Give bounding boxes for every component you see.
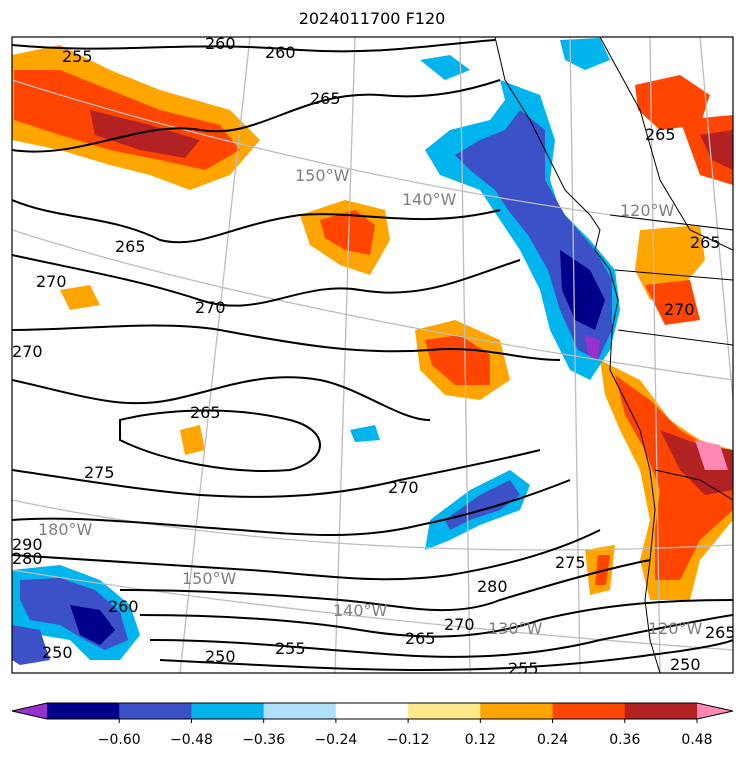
contour-label: 250	[670, 655, 701, 674]
colorbar-extend-high	[697, 703, 733, 719]
contour-label: 255	[275, 639, 306, 658]
colorbar-tick-label: 0.12	[465, 732, 496, 748]
map-title: 2024011700 F120	[298, 9, 446, 28]
contour-label: 255	[508, 659, 539, 678]
colorbar-tick-label: −0.48	[170, 732, 213, 748]
longitude-label: 120°W	[648, 619, 703, 638]
contour-label: 270	[36, 272, 67, 291]
contour-label: 280	[12, 549, 43, 568]
colorbar-tick-label: −0.12	[387, 732, 430, 748]
colorbar-extend-low	[12, 703, 47, 719]
colorbar-tick-label: −0.60	[98, 732, 141, 748]
colorbar-tick-label: 0.24	[537, 732, 568, 748]
forecast-map: 255 260 260 265 265 265 270 270 270 275 …	[11, 34, 736, 678]
contour-label: 265	[405, 629, 436, 648]
contour-label: 265	[115, 237, 146, 256]
colorbar-segment	[335, 703, 409, 719]
longitude-label: 130°W	[488, 619, 543, 638]
colorbar-segment	[191, 703, 265, 719]
colorbar-segment	[119, 703, 192, 719]
contour-label: 275	[84, 463, 115, 482]
contour-label: 250	[205, 647, 236, 666]
colorbar-tick-label: 0.36	[609, 732, 640, 748]
contour-label: 260	[265, 43, 296, 62]
coastlines	[494, 37, 733, 673]
colorbar-outline	[11, 702, 734, 720]
contour-label: 265	[310, 89, 341, 108]
longitude-label: 140°W	[402, 190, 457, 209]
graticule	[12, 37, 733, 673]
colorbar-tick-label: −0.24	[314, 732, 357, 748]
map-frame	[11, 36, 734, 674]
longitude-label: 140°W	[333, 601, 388, 620]
colorbar-ticks: −0.60 −0.48 −0.36 −0.24 −0.12 0.12 0.24 0.36 0.4…	[98, 719, 713, 748]
contour-label: 265	[705, 623, 736, 642]
contour-label: 270	[664, 300, 695, 319]
cold-anomaly-regions	[12, 38, 620, 665]
colorbar-segment	[263, 703, 337, 719]
longitude-label: 180°W	[38, 520, 93, 539]
contour-label: 270	[195, 298, 226, 317]
contour-label: 260	[205, 34, 236, 53]
colorbar-segment	[552, 703, 626, 719]
colorbar-tick-label: −0.36	[242, 732, 285, 748]
warm-anomaly-regions	[12, 45, 733, 600]
contour-label: 250	[42, 643, 73, 662]
contour-labels: 255 260 260 265 265 265 270 270 270 275 …	[12, 34, 736, 678]
contour-label: 255	[62, 47, 93, 66]
gridline-labels: 150°W 140°W 120°W 180°W 150°W 140°W 130°…	[38, 166, 703, 638]
contour-label: 270	[12, 342, 43, 361]
contour-label: 270	[388, 478, 419, 497]
contour-label: 270	[444, 615, 475, 634]
contour-label: 290	[12, 535, 43, 554]
contour-label: 265	[645, 125, 676, 144]
colorbar-segment	[480, 703, 554, 719]
contour-label: 280	[477, 577, 508, 596]
contour-lines	[12, 39, 733, 672]
colorbar-segment	[47, 703, 120, 719]
colorbar-segment	[624, 703, 698, 719]
colorbar-segments	[12, 703, 733, 719]
colorbar-tick-label: 0.48	[681, 732, 712, 748]
contour-label: 260	[108, 597, 139, 616]
contour-label: 265	[690, 233, 721, 252]
longitude-label: 120°W	[620, 201, 675, 220]
contour-label: 275	[555, 553, 586, 572]
contour-label: 265	[190, 403, 221, 422]
colorbar-segment	[408, 703, 481, 719]
longitude-label: 150°W	[295, 166, 350, 185]
longitude-label: 150°W	[182, 569, 237, 588]
